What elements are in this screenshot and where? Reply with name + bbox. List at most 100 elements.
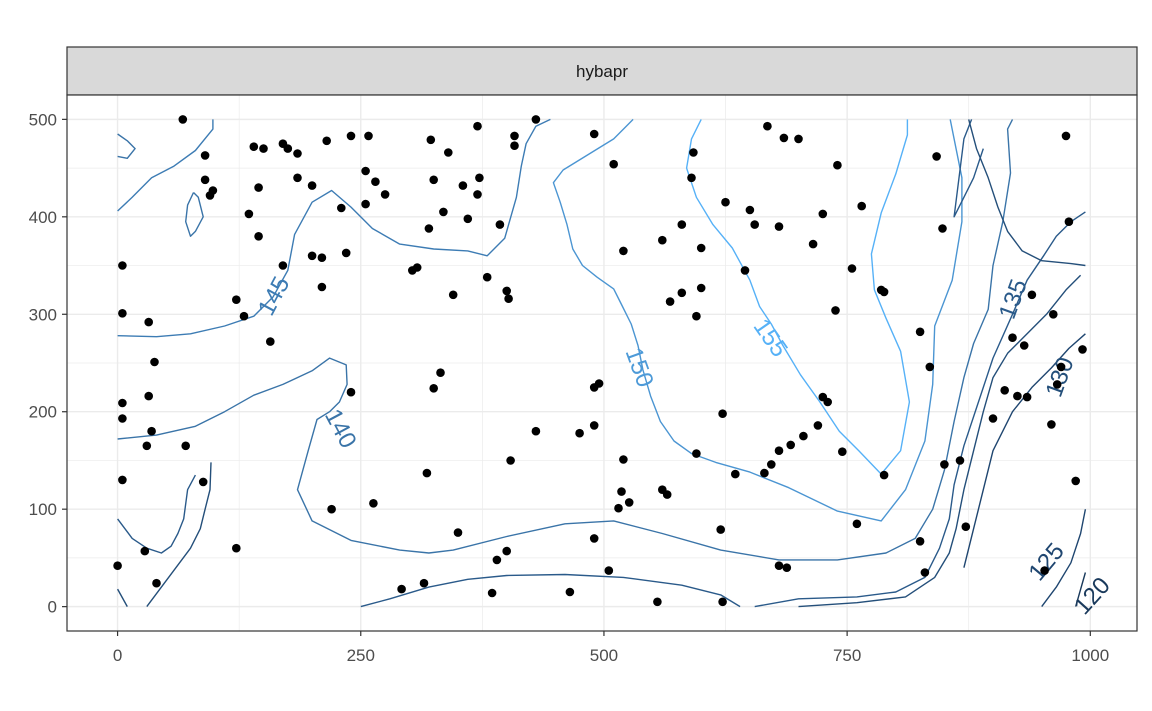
- data-point: [341, 248, 351, 258]
- data-point: [1056, 362, 1066, 372]
- data-point: [327, 504, 336, 514]
- contour-line-135: [360, 573, 741, 608]
- data-point: [658, 235, 667, 245]
- data-point: [575, 428, 584, 438]
- data-point: [254, 232, 263, 241]
- data-point: [200, 175, 210, 185]
- contour-line-125: [1041, 509, 1087, 608]
- data-point: [266, 337, 275, 346]
- data-point: [716, 525, 725, 534]
- data-point: [662, 490, 672, 499]
- data-point: [653, 597, 662, 607]
- contour-line-140: [117, 119, 1014, 561]
- data-point: [1000, 386, 1009, 395]
- data-point: [696, 283, 706, 293]
- data-point: [1064, 217, 1074, 226]
- data-point: [492, 555, 502, 565]
- data-point: [419, 578, 429, 588]
- data-point: [439, 207, 448, 217]
- data-point: [774, 446, 784, 456]
- data-point: [147, 426, 156, 436]
- data-point: [740, 266, 750, 275]
- data-point: [760, 468, 769, 478]
- data-point: [763, 121, 772, 131]
- y-tick-label: 100: [29, 500, 57, 519]
- data-point: [696, 243, 706, 253]
- data-point: [244, 209, 254, 219]
- data-point: [259, 144, 268, 153]
- x-tick-label: 750: [833, 646, 861, 665]
- data-point: [1040, 566, 1049, 575]
- data-point: [502, 546, 512, 556]
- facet-strip-label: hybapr: [576, 62, 628, 81]
- contour-line-130: [798, 274, 1082, 608]
- data-point: [731, 469, 740, 479]
- data-point: [932, 152, 941, 161]
- data-points: [113, 115, 1087, 607]
- data-point: [689, 148, 698, 157]
- contour-line-135: [117, 474, 197, 554]
- data-point: [665, 297, 675, 306]
- data-point: [1019, 341, 1029, 350]
- data-point: [346, 131, 356, 141]
- data-point: [823, 397, 832, 407]
- data-point: [589, 534, 599, 543]
- data-point: [278, 261, 288, 270]
- data-point: [444, 148, 453, 157]
- contour-line-145: [117, 118, 551, 338]
- data-point: [1027, 290, 1037, 300]
- contour-line-130: [968, 119, 1086, 267]
- data-point: [833, 160, 842, 170]
- data-point: [473, 190, 482, 199]
- data-point: [502, 286, 512, 296]
- data-point: [293, 149, 302, 158]
- data-point: [198, 477, 208, 487]
- data-point: [594, 379, 604, 388]
- data-point: [181, 441, 190, 451]
- y-tick-label: 500: [29, 110, 57, 129]
- data-point: [774, 222, 784, 231]
- data-point: [831, 306, 840, 315]
- data-point: [799, 431, 808, 441]
- contour-lines: [116, 118, 1087, 608]
- data-point: [307, 251, 317, 261]
- data-point: [369, 499, 378, 508]
- data-point: [506, 456, 515, 465]
- data-point: [118, 309, 127, 318]
- data-point: [429, 384, 439, 393]
- data-point: [619, 455, 628, 464]
- data-point: [144, 391, 153, 401]
- data-point: [232, 543, 241, 553]
- data-point: [692, 449, 701, 458]
- data-point: [565, 587, 575, 597]
- y-tick-label: 400: [29, 208, 57, 227]
- data-point: [482, 272, 492, 282]
- data-point: [808, 239, 818, 249]
- data-point: [718, 409, 727, 419]
- data-point: [531, 115, 541, 124]
- data-point: [364, 131, 373, 141]
- data-point: [1008, 333, 1017, 343]
- data-point: [782, 563, 792, 572]
- data-point: [249, 142, 259, 151]
- data-point: [397, 584, 406, 594]
- strip-background: [66, 46, 1138, 96]
- data-point: [317, 282, 327, 292]
- data-point: [677, 220, 687, 229]
- data-point: [617, 487, 626, 496]
- data-point: [380, 190, 390, 199]
- data-point: [1047, 420, 1056, 429]
- contour-line-155: [685, 119, 911, 475]
- contour-line-135: [953, 119, 984, 218]
- data-point: [940, 460, 949, 469]
- data-point: [1071, 476, 1080, 486]
- data-point: [317, 253, 327, 262]
- data-point: [487, 588, 497, 598]
- data-point: [361, 199, 370, 209]
- data-point: [118, 261, 127, 270]
- data-point: [200, 151, 210, 160]
- data-point: [925, 362, 935, 372]
- data-point: [818, 209, 828, 219]
- contour-line-140: [185, 192, 204, 237]
- data-point: [988, 414, 998, 423]
